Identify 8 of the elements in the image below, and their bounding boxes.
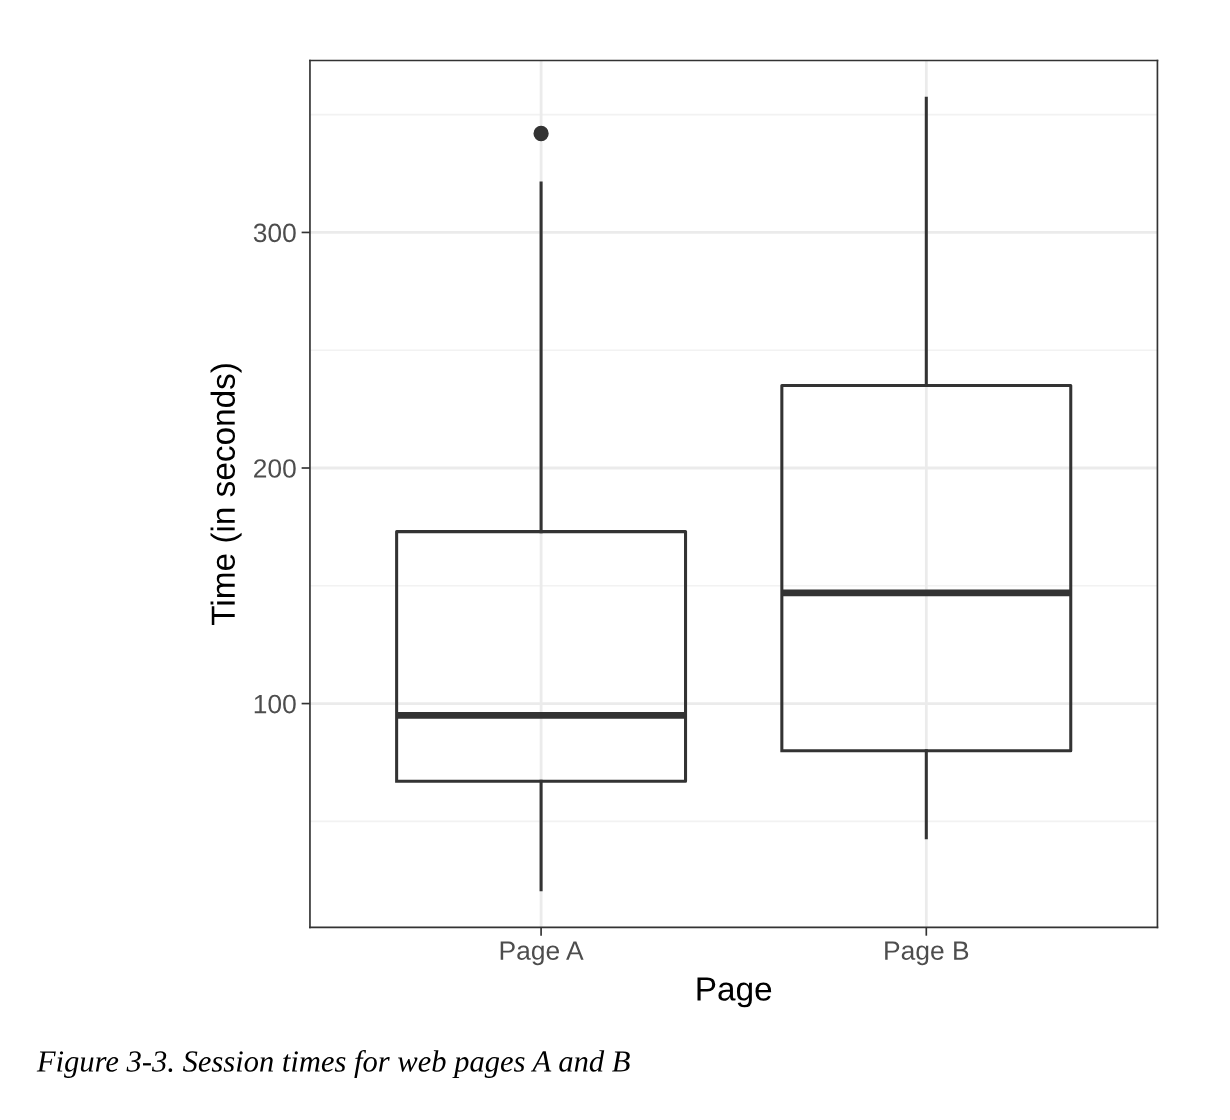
x-tick-label: Page A [500, 941, 584, 966]
x-axis-title: Page [697, 977, 772, 1008]
y-tick-label: 100 [254, 694, 296, 714]
caption: Figure 3-3. Session times for web pages A and B [36, 1049, 630, 1079]
y-tick-label: 300 [253, 223, 296, 243]
y-tick-label: 200 [254, 459, 296, 478]
y-axis-title: Time (in seconds) [210, 364, 242, 625]
x-tick-label: Page B [885, 941, 969, 966]
